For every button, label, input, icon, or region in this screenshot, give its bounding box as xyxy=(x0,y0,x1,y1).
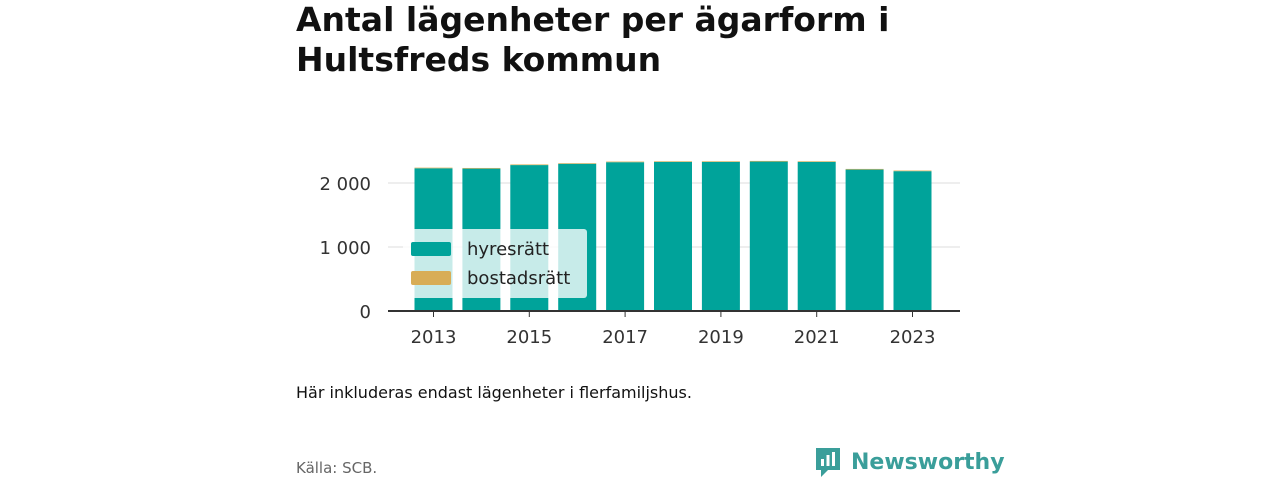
newsworthy-logo-icon xyxy=(816,448,840,477)
legend: hyresrätt bostadsrätt xyxy=(403,229,587,298)
legend-item-bostadsratt: bostadsrätt xyxy=(411,267,570,289)
legend-swatch-hyresratt xyxy=(411,242,451,256)
y-tick-label: 2 000 xyxy=(319,174,371,195)
bar-bostadsratt-2020 xyxy=(749,160,788,162)
x-tick-label: 2021 xyxy=(794,327,840,348)
bar-hyresratt-2020 xyxy=(749,161,788,311)
x-tick-label: 2015 xyxy=(506,327,552,348)
bar-hyresratt-2019 xyxy=(701,161,740,311)
legend-item-hyresratt: hyresrätt xyxy=(411,238,549,260)
legend-swatch-bostadsratt xyxy=(411,271,451,285)
bar-bostadsratt-2016 xyxy=(558,163,597,164)
x-tick-label: 2019 xyxy=(698,327,744,348)
bar-bostadsratt-2015 xyxy=(510,164,549,166)
bar-bostadsratt-2022 xyxy=(845,168,884,170)
bar-hyresratt-2018 xyxy=(654,161,692,311)
x-tick-label: 2023 xyxy=(890,327,936,348)
legend-label-hyresratt: hyresrätt xyxy=(467,238,550,260)
chart-title: Antal lägenheter per ägarform i Hultsfre… xyxy=(296,0,890,79)
bar-bostadsratt-2019 xyxy=(701,161,740,162)
bar-hyresratt-2021 xyxy=(797,161,836,311)
bar-bostadsratt-2017 xyxy=(606,161,645,163)
bar-bostadsratt-2018 xyxy=(654,161,692,162)
bar-bostadsratt-2014 xyxy=(462,167,501,169)
brand-logo: Newsworthy xyxy=(814,446,1005,478)
bar-bostadsratt-2023 xyxy=(893,170,932,172)
bar-bostadsratt-2013 xyxy=(414,167,453,169)
bar-hyresratt-2022 xyxy=(845,169,884,311)
legend-label-bostadsratt: bostadsrätt xyxy=(467,267,571,289)
x-tick-label: 2017 xyxy=(602,327,648,348)
chart-note: Här inkluderas endast lägenheter i flerf… xyxy=(296,383,692,402)
brand-name: Newsworthy xyxy=(851,449,1005,475)
bar-hyresratt-2017 xyxy=(606,162,645,311)
y-tick-label: 1 000 xyxy=(319,238,371,259)
x-tick-label: 2013 xyxy=(411,327,457,348)
bar-hyresratt-2023 xyxy=(893,171,932,311)
y-tick-label: 0 xyxy=(360,302,371,323)
bar-bostadsratt-2021 xyxy=(797,161,836,162)
source-text: Källa: SCB. xyxy=(296,459,378,477)
axes: 0 1 000 2 000 2013 2015 2017 2019 2021 2023 xyxy=(319,174,960,348)
